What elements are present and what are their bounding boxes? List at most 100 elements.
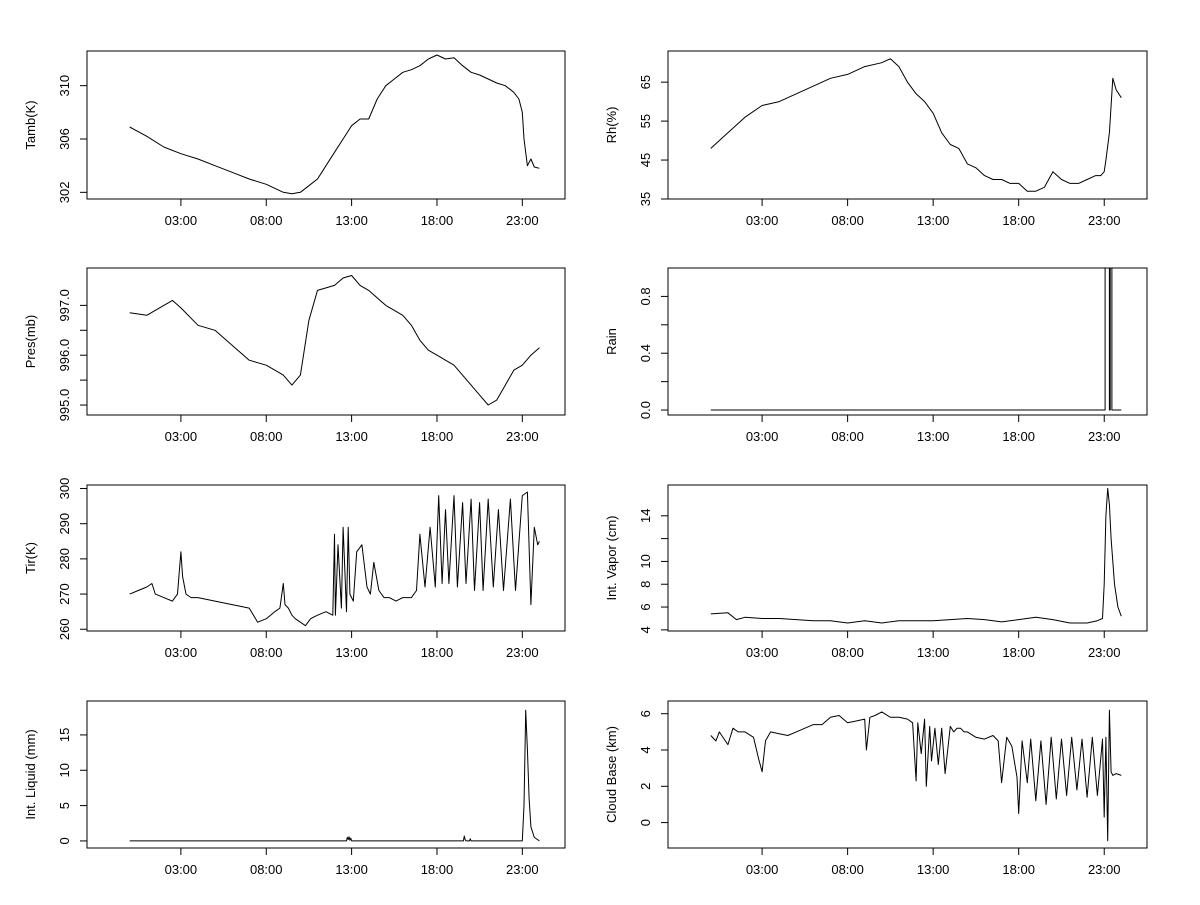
x-tick-label: 08:00 — [831, 645, 864, 660]
panel-rh: 03:00 08:00 13:00 18:00 23:00 35 45 55 65 Rh(%) — [604, 50, 1148, 228]
plot-frame — [86, 267, 566, 416]
panel-cloud-base-km: 03:00 08:00 13:00 18:00 23:00 0 2 4 6 Cloud Base … — [604, 700, 1148, 877]
x-tick-label: 18:00 — [1002, 213, 1035, 228]
y-axis-title: Rain — [604, 328, 619, 355]
x-tick-label: 08:00 — [831, 213, 864, 228]
series-line — [129, 491, 540, 627]
x-tick-label: 08:00 — [250, 862, 283, 877]
x-tick-label: 13:00 — [917, 429, 950, 444]
y-axis-title: Int. Vapor (cm) — [604, 515, 619, 600]
series-line — [129, 54, 540, 195]
x-tick-label: 13:00 — [335, 862, 368, 877]
panel-tir-k: 03:00 08:00 13:00 18:00 23:00 260 270 280 290 300… — [23, 478, 566, 660]
y-tick-label: 10 — [638, 554, 653, 568]
y-tick-label: 6 — [638, 603, 653, 610]
x-tick-label: 18:00 — [421, 862, 454, 877]
panel-tamb-k: 03:00 08:00 13:00 18:00 23:00 302 306 310 Tamb(K… — [23, 50, 566, 228]
x-tick-label: 13:00 — [335, 213, 368, 228]
y-tick-label: 995.0 — [57, 389, 72, 422]
y-tick-label: 290 — [57, 513, 72, 535]
x-tick-label: 18:00 — [1002, 862, 1035, 877]
x-tick-label: 08:00 — [831, 862, 864, 877]
y-tick-label: 2 — [638, 783, 653, 790]
y-tick-label: 55 — [638, 114, 653, 128]
x-tick-label: 08:00 — [250, 429, 283, 444]
x-tick-label: 13:00 — [335, 645, 368, 660]
series-line — [710, 58, 1122, 192]
series-line — [710, 267, 1122, 411]
y-tick-label: 4 — [638, 746, 653, 753]
y-axis-title: Pres(mb) — [23, 315, 38, 368]
x-tick-label: 13:00 — [917, 645, 950, 660]
x-tick-label: 08:00 — [250, 645, 283, 660]
y-tick-label: 15 — [57, 728, 72, 742]
x-tick-label: 03:00 — [165, 862, 198, 877]
y-tick-label: 310 — [57, 75, 72, 97]
y-tick-label: 997.0 — [57, 289, 72, 322]
x-tick-label: 18:00 — [421, 645, 454, 660]
y-tick-label: 0 — [57, 837, 72, 844]
x-tick-label: 18:00 — [421, 213, 454, 228]
y-tick-label: 8 — [638, 581, 653, 588]
x-tick-label: 23:00 — [506, 213, 539, 228]
y-tick-label: 35 — [638, 192, 653, 206]
y-tick-label: 5 — [57, 802, 72, 809]
y-tick-label: 10 — [57, 763, 72, 777]
series-line — [710, 709, 1122, 842]
y-tick-label: 306 — [57, 128, 72, 150]
y-tick-label: 0.4 — [638, 344, 653, 362]
x-tick-label: 23:00 — [1088, 429, 1121, 444]
x-tick-label: 23:00 — [506, 645, 539, 660]
panel-int-vapor-cm: 03:00 08:00 13:00 18:00 23:00 4 6 8 10 14 Int. Vap… — [604, 484, 1148, 660]
y-axis-title: Cloud Base (km) — [604, 726, 619, 823]
panel-int-liquid-mm: 03:00 08:00 13:00 18:00 23:00 0 5 10 15 Int. Liqu… — [23, 700, 566, 877]
plot-frame — [86, 700, 566, 849]
y-tick-label: 0.0 — [638, 401, 653, 419]
x-tick-label: 03:00 — [165, 429, 198, 444]
plot-frame — [667, 50, 1148, 200]
plot-frame — [667, 267, 1148, 416]
series-line — [129, 709, 540, 842]
x-tick-label: 23:00 — [1088, 213, 1121, 228]
series-line — [129, 275, 540, 406]
x-tick-label: 13:00 — [335, 429, 368, 444]
y-tick-label: 4 — [638, 626, 653, 633]
y-tick-label: 280 — [57, 548, 72, 570]
x-tick-label: 03:00 — [165, 645, 198, 660]
y-tick-label: 65 — [638, 75, 653, 89]
x-tick-label: 23:00 — [506, 862, 539, 877]
x-tick-label: 18:00 — [421, 429, 454, 444]
y-tick-label: 14 — [638, 509, 653, 523]
x-tick-label: 03:00 — [746, 213, 779, 228]
y-tick-label: 996.0 — [57, 339, 72, 372]
x-tick-label: 18:00 — [1002, 429, 1035, 444]
x-tick-label: 08:00 — [250, 213, 283, 228]
y-axis-title: Int. Liquid (mm) — [23, 729, 38, 819]
y-axis-title: Tamb(K) — [23, 100, 38, 149]
x-tick-label: 18:00 — [1002, 645, 1035, 660]
y-axis-title: Rh(%) — [604, 107, 619, 144]
x-tick-label: 08:00 — [831, 429, 864, 444]
y-tick-label: 45 — [638, 153, 653, 167]
y-tick-label: 6 — [638, 710, 653, 717]
plot-frame — [667, 484, 1148, 632]
x-tick-label: 03:00 — [746, 645, 779, 660]
x-tick-label: 23:00 — [1088, 645, 1121, 660]
y-tick-label: 0 — [638, 819, 653, 826]
x-tick-label: 13:00 — [917, 213, 950, 228]
series-line — [710, 487, 1122, 624]
y-tick-label: 0.8 — [638, 287, 653, 305]
x-tick-label: 03:00 — [746, 429, 779, 444]
plot-frame — [86, 50, 566, 200]
y-tick-label: 300 — [57, 478, 72, 500]
panel-rain: 03:00 08:00 13:00 18:00 23:00 0.0 0.4 0.8 Rain — [604, 267, 1148, 444]
x-tick-label: 13:00 — [917, 862, 950, 877]
panel-pres-mb: 03:00 08:00 13:00 18:00 23:00 995.0 996.0 997.0… — [23, 267, 566, 444]
x-tick-label: 23:00 — [1088, 862, 1121, 877]
y-tick-label: 270 — [57, 583, 72, 605]
x-tick-label: 23:00 — [506, 429, 539, 444]
x-tick-label: 03:00 — [165, 213, 198, 228]
plot-frame — [86, 484, 566, 632]
